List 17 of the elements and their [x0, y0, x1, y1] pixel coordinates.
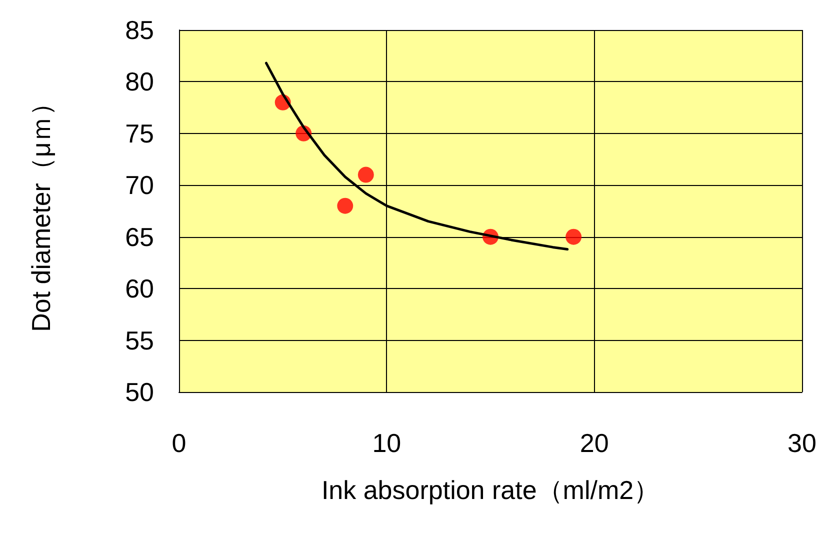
y-tick-label: 55: [125, 325, 154, 356]
y-tick-label: 60: [125, 274, 154, 304]
point: [566, 228, 582, 245]
y-tick-label: 70: [125, 170, 154, 200]
point: [337, 198, 354, 214]
y-tick-label: 65: [125, 222, 154, 252]
y-tick-label: 80: [125, 66, 154, 97]
x-tick-label: 30: [788, 428, 816, 458]
y-tick-label: 85: [125, 15, 154, 45]
y-tick-label: 75: [125, 118, 154, 148]
point: [358, 166, 374, 183]
x-axis-title: Ink absorption rate（ml/m2）: [321, 475, 660, 505]
x-tick-label: 0: [172, 428, 186, 458]
y-axis-title: Dot diameter（μｍ）: [26, 90, 56, 332]
x-tick-label: 10: [372, 428, 402, 458]
y-tick-label: 50: [125, 377, 154, 407]
x-tick-label: 20: [580, 428, 609, 458]
